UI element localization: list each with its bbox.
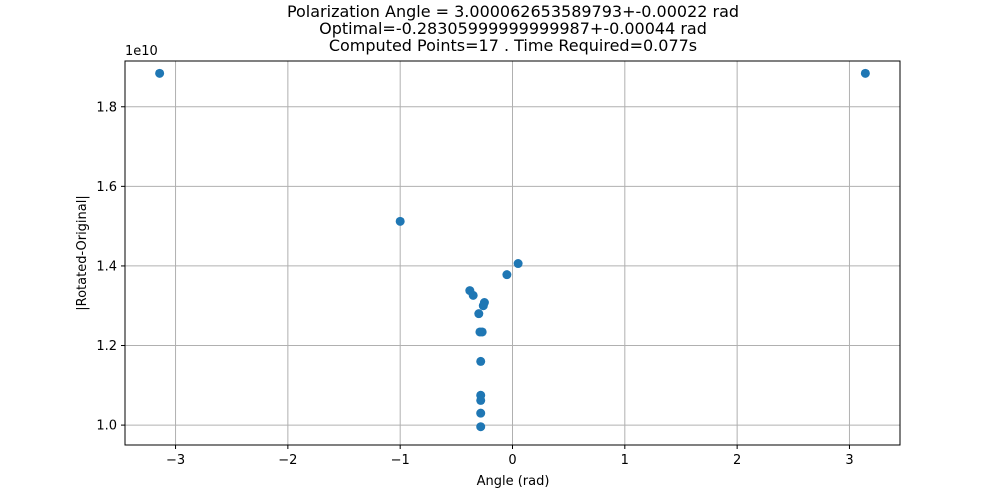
data-point xyxy=(477,327,487,337)
chart-title: Polarization Angle = 3.000062653589793+-… xyxy=(287,2,739,55)
y-tick-label: 1.4 xyxy=(96,259,117,274)
data-point xyxy=(476,408,486,418)
y-axis-ticks: 1.0 1.2 1.4 1.6 1.8 xyxy=(96,100,125,434)
data-point xyxy=(476,395,486,405)
data-point xyxy=(860,68,870,78)
grid-lines xyxy=(125,61,900,445)
x-tick-label: 0 xyxy=(508,453,516,468)
data-point xyxy=(468,290,478,300)
y-tick-label: 1.6 xyxy=(96,180,117,195)
x-axis-label: Angle (rad) xyxy=(477,474,550,489)
y-tick-label: 1.0 xyxy=(96,419,117,434)
x-axis-ticks: −3 −2 −1 0 1 2 3 xyxy=(166,445,854,468)
y-tick-label: 1.2 xyxy=(96,339,117,354)
chart-title-line-2: Optimal=-0.28305999999999987+-0.00044 ra… xyxy=(319,19,707,38)
x-tick-label: −1 xyxy=(391,453,410,468)
data-point xyxy=(502,270,512,280)
x-tick-label: −2 xyxy=(278,453,297,468)
y-axis-label: |Rotated-Original| xyxy=(75,195,90,311)
x-tick-label: 3 xyxy=(845,453,853,468)
data-point xyxy=(474,309,484,319)
x-tick-label: 2 xyxy=(733,453,741,468)
y-tick-label: 1.8 xyxy=(96,100,117,115)
x-tick-label: −3 xyxy=(166,453,185,468)
data-point xyxy=(478,301,488,311)
data-point xyxy=(395,216,405,226)
data-points xyxy=(155,68,870,432)
chart-title-line-1: Polarization Angle = 3.000062653589793+-… xyxy=(287,2,739,21)
chart-title-line-3: Computed Points=17 . Time Required=0.077… xyxy=(329,36,697,55)
y-axis-offset-label: 1e10 xyxy=(125,44,158,59)
data-point xyxy=(513,259,523,269)
data-point xyxy=(476,422,486,432)
x-tick-label: 1 xyxy=(621,453,629,468)
data-point xyxy=(155,68,165,78)
data-point xyxy=(476,356,486,366)
